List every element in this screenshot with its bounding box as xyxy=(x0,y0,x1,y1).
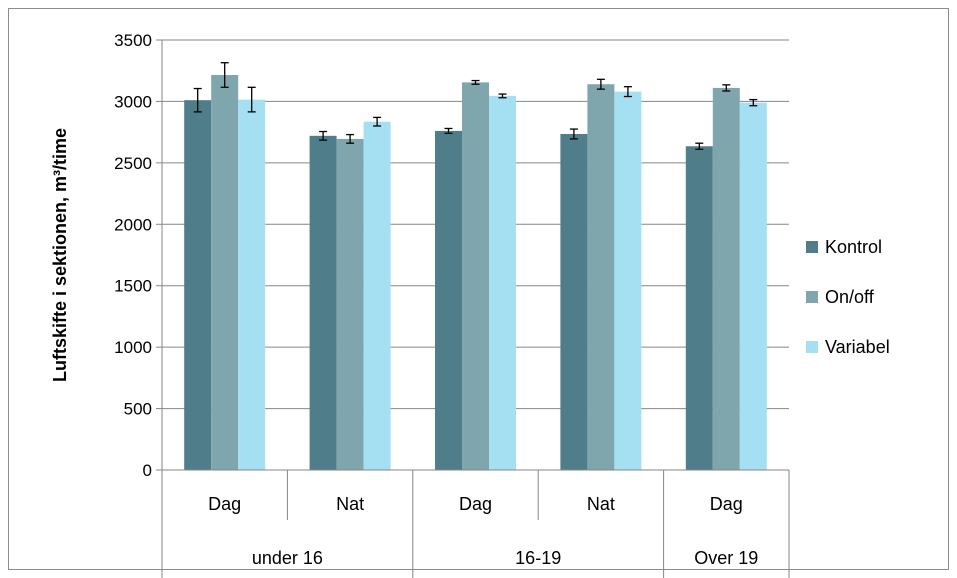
legend-label: On/off xyxy=(825,287,875,307)
y-tick-label: 3000 xyxy=(114,92,152,111)
bar-kontrol xyxy=(309,135,337,471)
error-bar xyxy=(444,127,453,135)
legend-swatch xyxy=(806,241,818,253)
y-axis-ticks: 0 500 1000 1500 2000 2500 3000 3500 xyxy=(114,31,163,480)
bar-variabel xyxy=(238,99,266,470)
error-bar xyxy=(695,142,704,150)
legend: Kontrol On/off Variabel xyxy=(806,237,890,357)
error-bar xyxy=(749,98,758,107)
error-bar xyxy=(569,128,578,140)
bar-on-off xyxy=(336,138,364,470)
error-bar xyxy=(193,87,202,113)
bars xyxy=(184,75,767,471)
y-axis-label: Luftskifte i sektionen, m³/time xyxy=(50,128,70,382)
y-tick-label: 1500 xyxy=(114,277,152,296)
error-bar xyxy=(722,84,731,92)
bar-kontrol xyxy=(685,146,713,470)
error-bar xyxy=(319,130,328,141)
group-label: Over 19 xyxy=(694,548,758,568)
y-tick-label: 2500 xyxy=(114,154,152,173)
bar-on-off xyxy=(587,84,615,470)
error-bar xyxy=(498,93,507,99)
bar-on-off xyxy=(712,87,740,471)
error-bar xyxy=(346,133,355,144)
group-label: 16-19 xyxy=(515,548,561,568)
legend-item: Kontrol xyxy=(806,237,882,257)
legend-label: Kontrol xyxy=(825,237,882,257)
bar-variabel xyxy=(739,102,767,471)
legend-label: Variabel xyxy=(825,337,890,357)
bar-kontrol xyxy=(184,100,212,470)
x-tick-label: Dag xyxy=(710,494,743,514)
bar-on-off xyxy=(462,82,489,470)
x-tick-label: Nat xyxy=(336,494,364,514)
y-tick-label: 1000 xyxy=(114,338,152,357)
group-label: under 16 xyxy=(252,548,323,568)
error-bar xyxy=(623,86,632,98)
x-tick-label: Dag xyxy=(459,494,492,514)
error-bar xyxy=(373,116,382,127)
legend-item: On/off xyxy=(806,287,875,307)
legend-swatch xyxy=(806,291,818,303)
bar-variabel xyxy=(489,95,516,471)
bar-variabel xyxy=(614,91,642,470)
y-tick-label: 3500 xyxy=(114,31,152,50)
bar-kontrol xyxy=(560,133,588,470)
y-tick-label: 0 xyxy=(143,461,152,480)
error-bar xyxy=(596,78,605,90)
error-bars xyxy=(193,62,758,150)
error-bar xyxy=(247,86,256,113)
y-tick-label: 500 xyxy=(124,400,152,419)
legend-item: Variabel xyxy=(806,337,890,357)
bar-variabel xyxy=(363,121,391,470)
x-axis: Dag Nat Dag Nat Dag under 16 16-19 Over 19 xyxy=(161,469,790,578)
x-tick-label: Nat xyxy=(587,494,615,514)
error-bar xyxy=(471,79,480,85)
legend-swatch xyxy=(806,341,818,353)
error-bar xyxy=(220,62,229,88)
bar-kontrol xyxy=(435,130,462,470)
bar-on-off xyxy=(211,75,239,470)
x-tick-label: Dag xyxy=(208,494,241,514)
y-tick-label: 2000 xyxy=(114,215,152,234)
